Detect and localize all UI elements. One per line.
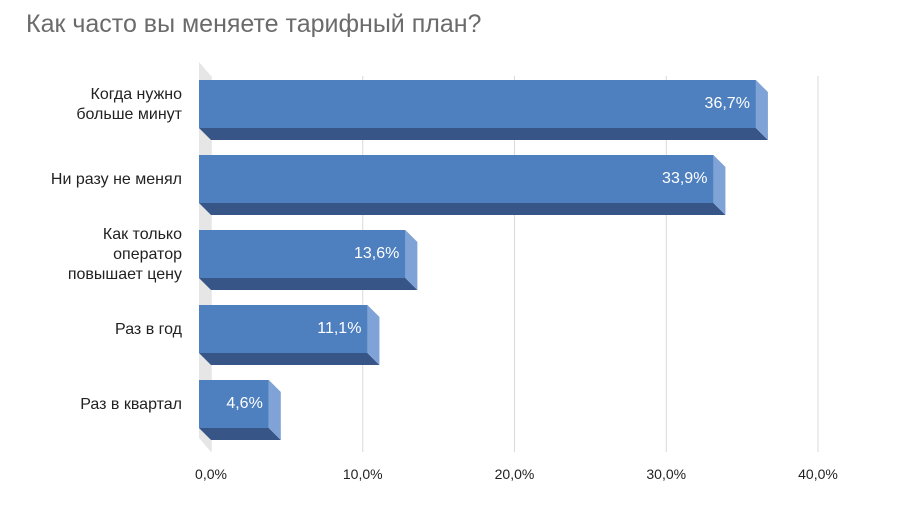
tick-label: 40,0% xyxy=(798,466,838,482)
bar-side xyxy=(367,305,380,365)
category-label-line: Раз в год xyxy=(115,321,183,338)
category-label: Раз в год xyxy=(115,321,183,338)
tick-label: 10,0% xyxy=(343,466,383,482)
data-label: 11,1% xyxy=(317,320,361,337)
category-labels: Когда нужно больше минут Ни разу не менял К… xyxy=(51,86,183,413)
category-label: Ни разу не менял xyxy=(51,171,182,188)
tick-label: 30,0% xyxy=(646,466,686,482)
bar-side xyxy=(268,380,281,440)
bar-bottom xyxy=(199,128,768,140)
chart-title: Как часто вы меняете тарифный план? xyxy=(26,10,482,38)
bar-side xyxy=(713,155,726,215)
bar-front xyxy=(199,380,269,428)
category-label-line: оператор xyxy=(113,246,182,263)
bar-side xyxy=(755,80,768,140)
data-label: 4,6% xyxy=(226,395,262,412)
category-label-line: повышает цену xyxy=(68,266,182,283)
bar: 36,7% xyxy=(199,80,768,140)
bar-front xyxy=(199,80,756,128)
bar: 13,6% xyxy=(199,230,418,290)
bar-front xyxy=(199,230,406,278)
x-axis-ticks: 0,0% 10,0% 20,0% 30,0% 40,0% xyxy=(195,466,838,482)
bars: 36,7% 33,9% 13,6% 11,1% 4,6% xyxy=(199,80,768,440)
bar-side xyxy=(405,230,418,290)
category-label-line: Как только xyxy=(103,226,182,243)
bar: 33,9% xyxy=(199,155,726,215)
data-label: 13,6% xyxy=(354,245,399,262)
bar-front xyxy=(199,155,714,203)
bar: 4,6% xyxy=(199,380,281,440)
category-label-line: Ни разу не менял xyxy=(51,171,182,188)
category-label-line: Раз в квартал xyxy=(80,396,182,413)
category-label: Когда нужно больше минут xyxy=(76,86,182,123)
bar-bottom xyxy=(199,428,281,440)
bar-bottom xyxy=(199,278,418,290)
category-label-line: Когда нужно xyxy=(91,86,183,103)
category-label: Как только оператор повышает цену xyxy=(68,226,182,283)
bar: 11,1% xyxy=(199,305,380,365)
category-label-line: больше минут xyxy=(76,106,182,123)
bar-front xyxy=(199,305,368,353)
category-label: Раз в квартал xyxy=(80,396,182,413)
data-label: 33,9% xyxy=(662,170,707,187)
tick-label: 0,0% xyxy=(195,466,227,482)
bar-bottom xyxy=(199,353,380,365)
data-label: 36,7% xyxy=(705,95,750,112)
tick-label: 20,0% xyxy=(495,466,535,482)
bar-bottom xyxy=(199,203,726,215)
